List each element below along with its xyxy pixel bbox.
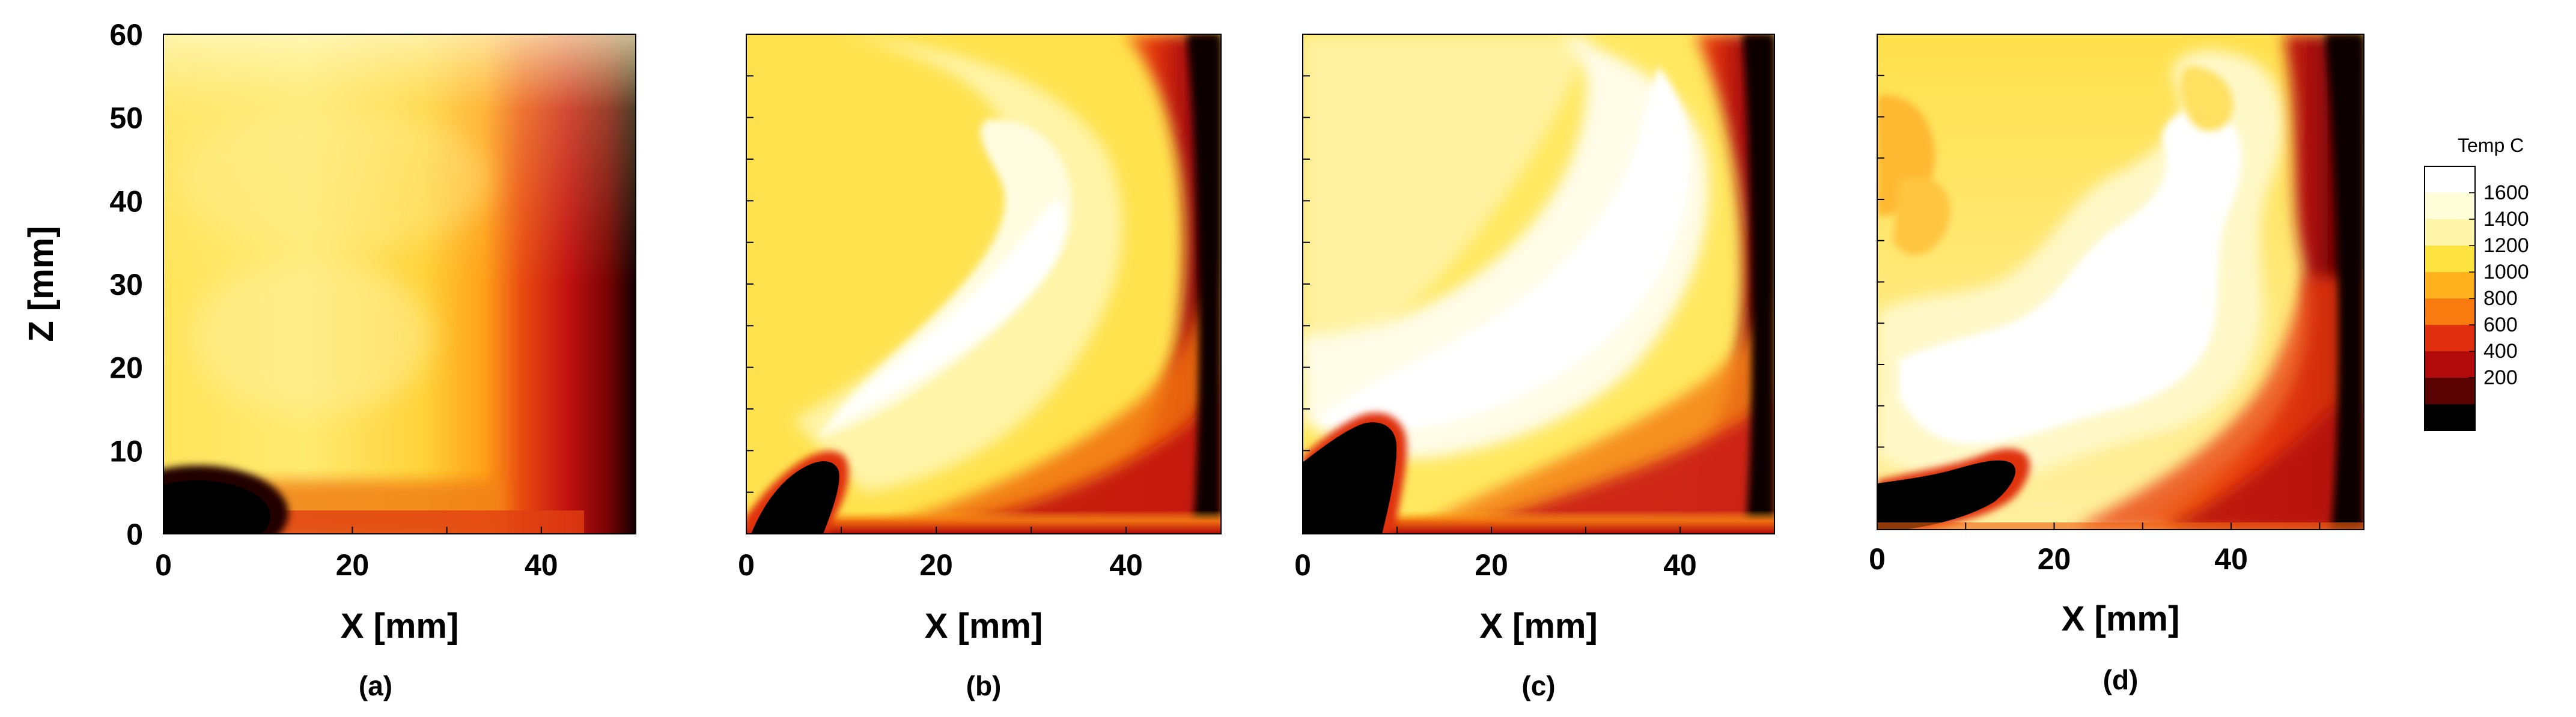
panel-d-axes: 0 20 40 X [mm] (d) — [1869, 74, 2321, 695]
x-tick-label: 0 — [155, 548, 172, 582]
x-tick-label: 20 — [336, 548, 370, 582]
x-tick-label: 40 — [525, 548, 558, 582]
y-tick-label: 20 — [109, 351, 143, 385]
colorbar-label: 800 — [2483, 287, 2518, 310]
x-axis-label: X [mm] — [341, 607, 459, 646]
colorbar-band — [2425, 351, 2475, 378]
x-tick-label: 0 — [1294, 548, 1311, 582]
colorbar-band — [2425, 272, 2475, 299]
colorbar-label: 200 — [2483, 366, 2518, 389]
x-tick-label: 0 — [1869, 542, 1886, 576]
x-tick-label: 0 — [738, 548, 755, 582]
colorbar-label: 1200 — [2483, 234, 2529, 257]
y-tick-label: 50 — [109, 101, 143, 135]
panel-label: (b) — [966, 670, 1002, 701]
panel-b-heatmap — [746, 34, 1221, 534]
x-axis-label: X [mm] — [2062, 599, 2180, 638]
panel-a-heatmap — [163, 34, 636, 534]
colorbar-band — [2425, 246, 2475, 273]
y-tick-label: 10 — [109, 434, 143, 468]
panel-c-heatmap — [1303, 34, 1774, 534]
colorbar-band — [2425, 219, 2475, 246]
x-axis-label: X [mm] — [925, 607, 1043, 646]
colorbar-bands — [2424, 166, 2476, 431]
colorbar-label: 1000 — [2483, 261, 2529, 283]
colorbar-band — [2425, 325, 2475, 352]
panel-c-axes: 0 20 40 X [mm] (c) — [1294, 75, 1697, 701]
panel-label: (d) — [2103, 664, 2139, 695]
colorbar: Temp C 1600 1400 1200 1000 800 600 400 200 — [2424, 135, 2529, 431]
colorbar-label: 1400 — [2483, 208, 2529, 231]
colorbar-label: 1600 — [2483, 181, 2529, 204]
colorbar-band — [2425, 298, 2475, 325]
colorbar-labels: 1600 1400 1200 1000 800 600 400 200 — [2469, 181, 2529, 389]
y-tick-label: 30 — [109, 268, 143, 301]
colorbar-band — [2425, 193, 2475, 220]
y-tick-label: 0 — [126, 518, 143, 551]
y-axis-label: Z [mm] — [22, 226, 61, 342]
colorbar-label: 400 — [2483, 340, 2518, 363]
y-tick-label: 40 — [109, 184, 143, 218]
panel-d-heatmap — [1877, 34, 2364, 530]
colorbar-label: 600 — [2483, 313, 2518, 336]
panel-a-axes: 0 20 40 0 10 20 30 40 50 60 X [mm] Z [mm] (a) — [22, 18, 558, 701]
x-tick-label: 20 — [2038, 542, 2071, 576]
x-tick-label: 20 — [1475, 548, 1508, 582]
panel-b-axes: 0 20 40 X [mm] (b) — [738, 75, 1143, 701]
x-tick-label: 40 — [1663, 548, 1697, 582]
colorbar-band — [2425, 378, 2475, 405]
colorbar-title: Temp C — [2458, 135, 2524, 156]
x-tick-label: 40 — [2214, 542, 2248, 576]
panel-label: (c) — [1521, 670, 1555, 701]
panel-a-frame — [163, 34, 636, 534]
y-tick-label: 60 — [109, 18, 143, 52]
panel-label: (a) — [359, 670, 392, 701]
colorbar-band — [2425, 166, 2475, 193]
x-tick-label: 20 — [919, 548, 953, 582]
x-axis-label: X [mm] — [1479, 607, 1598, 646]
x-tick-label: 40 — [1109, 548, 1143, 582]
colorbar-band — [2425, 404, 2475, 431]
